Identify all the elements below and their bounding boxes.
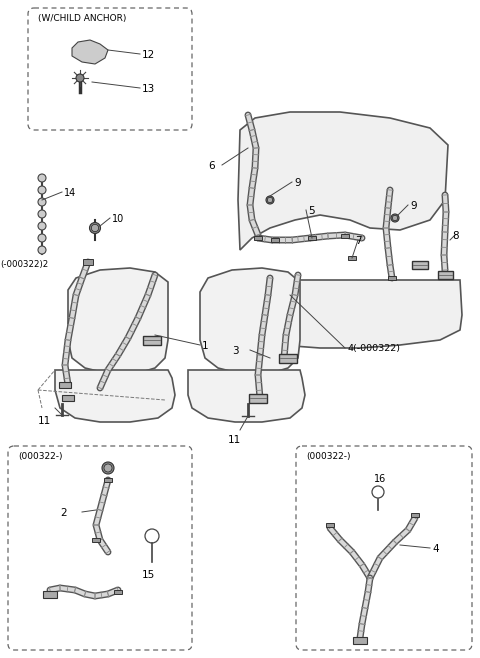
Polygon shape — [188, 370, 305, 422]
Bar — [353, 636, 367, 644]
Circle shape — [38, 234, 46, 242]
Text: 9: 9 — [294, 178, 300, 188]
Bar — [59, 382, 71, 388]
Circle shape — [392, 215, 397, 220]
Bar — [271, 238, 279, 242]
Text: 2: 2 — [60, 508, 67, 518]
Text: 5: 5 — [308, 206, 314, 216]
Text: 3: 3 — [232, 346, 239, 356]
Text: 11: 11 — [38, 416, 51, 426]
Text: 4: 4 — [432, 544, 439, 554]
Polygon shape — [68, 268, 168, 374]
Circle shape — [38, 222, 46, 230]
Polygon shape — [72, 40, 108, 64]
Bar — [143, 336, 161, 345]
Text: (000322-): (000322-) — [306, 452, 350, 461]
Bar — [388, 276, 396, 280]
Text: 10: 10 — [112, 214, 124, 224]
Bar — [62, 395, 74, 401]
Text: 7: 7 — [355, 236, 361, 246]
Text: 8: 8 — [452, 231, 458, 241]
Text: 11: 11 — [228, 435, 241, 445]
Text: 12: 12 — [142, 50, 155, 60]
Circle shape — [89, 222, 100, 234]
Bar — [437, 271, 453, 279]
Circle shape — [76, 74, 84, 82]
Text: 13: 13 — [142, 84, 155, 94]
Bar — [308, 236, 316, 240]
Text: 4(-000322): 4(-000322) — [348, 344, 401, 353]
Bar — [104, 478, 112, 482]
Circle shape — [391, 214, 399, 222]
Circle shape — [102, 462, 114, 474]
Bar — [411, 513, 419, 517]
Bar — [92, 538, 100, 542]
Circle shape — [91, 224, 99, 232]
Text: (-000322)2: (-000322)2 — [0, 260, 48, 269]
Text: 1: 1 — [202, 341, 209, 351]
Text: 9: 9 — [410, 201, 417, 211]
Circle shape — [266, 196, 274, 204]
Bar — [114, 590, 122, 594]
Circle shape — [38, 198, 46, 206]
Text: (W/CHILD ANCHOR): (W/CHILD ANCHOR) — [38, 14, 126, 23]
Bar — [83, 259, 93, 265]
Text: 15: 15 — [142, 570, 155, 580]
Bar — [43, 590, 57, 597]
Text: 16: 16 — [374, 474, 386, 484]
Text: 6: 6 — [208, 161, 215, 171]
Circle shape — [38, 186, 46, 194]
Circle shape — [267, 197, 273, 203]
Bar — [254, 236, 262, 240]
Bar — [279, 353, 297, 363]
Circle shape — [104, 464, 112, 472]
Bar — [249, 393, 267, 403]
Bar — [341, 234, 349, 238]
Polygon shape — [218, 280, 462, 348]
Circle shape — [38, 210, 46, 218]
Polygon shape — [238, 112, 448, 250]
Bar — [348, 255, 356, 261]
Polygon shape — [55, 370, 175, 422]
Circle shape — [38, 174, 46, 182]
Text: (000322-): (000322-) — [18, 452, 62, 461]
Text: 14: 14 — [64, 188, 76, 198]
Circle shape — [38, 246, 46, 254]
Bar — [412, 261, 428, 269]
Bar — [326, 522, 334, 528]
Polygon shape — [200, 268, 300, 374]
